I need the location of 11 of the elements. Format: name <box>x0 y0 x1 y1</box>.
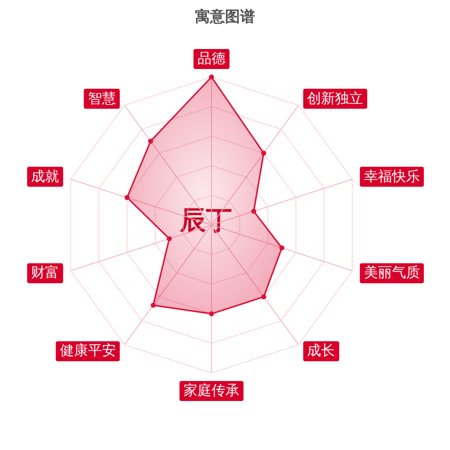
spoke-label: 成长 <box>307 343 336 360</box>
spoke-label: 健康平安 <box>60 343 116 360</box>
spoke-label: 家庭传承 <box>184 383 240 399</box>
spoke-label: 幸福快乐 <box>364 168 420 185</box>
spoke-label: 美丽气质 <box>364 265 420 282</box>
spoke-label: 成就 <box>31 168 60 185</box>
chart-title: 寓意图谱 <box>195 8 255 26</box>
spoke-label: 智慧 <box>88 90 116 107</box>
spoke-label: 创新独立 <box>307 90 364 107</box>
spoke-label: 财富 <box>31 265 60 282</box>
spoke-label: 品德 <box>198 51 226 67</box>
